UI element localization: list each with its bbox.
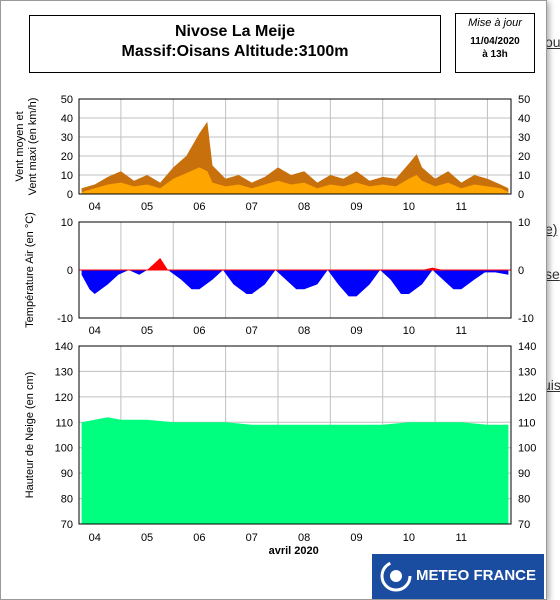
y-tick-label-left: 120 <box>55 392 73 404</box>
x-tick-label: 07 <box>246 532 258 544</box>
x-tick-label: 09 <box>350 532 362 544</box>
x-tick-label: 08 <box>298 201 310 213</box>
y-tick-label-left: 40 <box>61 113 73 125</box>
y-tick-label-right: 100 <box>518 443 536 455</box>
update-time: à 13h <box>482 49 508 60</box>
y-tick-label-right: 110 <box>518 417 536 429</box>
y-tick-label-left: 90 <box>61 468 73 480</box>
y-tick-label-right: 90 <box>518 468 530 480</box>
y-tick-label-right: 80 <box>518 494 530 506</box>
temperature-below-zero-area <box>81 270 509 297</box>
y-axis-label: Température Air (en °C) <box>24 212 36 328</box>
y-tick-label-right: -10 <box>518 313 534 325</box>
update-label: Mise à jour <box>468 17 522 29</box>
wind-mean-area <box>81 167 509 194</box>
station-location: Massif:Oisans Altitude:3100m <box>121 43 349 60</box>
y-tick-label-left: 30 <box>61 132 73 144</box>
y-tick-label-left: 140 <box>55 341 73 353</box>
station-title-box: Nivose La Meije Massif:Oisans Altitude:3… <box>29 15 441 73</box>
x-axis-label: avril 2020 <box>269 545 319 557</box>
update-date: 11/04/2020 <box>470 36 520 47</box>
x-tick-label: 06 <box>193 325 205 337</box>
y-tick-label-right: 10 <box>518 170 530 182</box>
nivose-report-popup: Nivose La Meije Massif:Oisans Altitude:3… <box>0 0 547 600</box>
y-tick-label-left: 10 <box>61 170 73 182</box>
meteo-france-logo: METEO FRANCE <box>372 554 544 599</box>
y-tick-label-right: 130 <box>518 366 536 378</box>
plot-frame <box>78 221 512 319</box>
plot-frame <box>78 98 512 195</box>
y-axis-label-line: Vent moyen et <box>14 111 26 181</box>
x-tick-label: 10 <box>403 325 415 337</box>
y-tick-label-right: 50 <box>518 94 530 106</box>
plot-frame <box>78 345 512 525</box>
x-tick-label: 05 <box>141 201 153 213</box>
x-tick-label: 04 <box>89 532 101 544</box>
y-tick-label-right: 120 <box>518 392 536 404</box>
x-tick-label: 04 <box>89 201 101 213</box>
x-tick-label: 10 <box>403 201 415 213</box>
y-tick-label-left: 100 <box>55 443 73 455</box>
y-axis-label: Hauteur de Neige (en cm) <box>24 372 36 499</box>
y-tick-label-left: 130 <box>55 366 73 378</box>
x-tick-label: 11 <box>456 325 467 337</box>
y-tick-label-right: 40 <box>518 113 530 125</box>
y-tick-label-left: 50 <box>61 94 73 106</box>
x-tick-label: 08 <box>298 532 310 544</box>
background-link[interactable]: e) <box>545 221 558 237</box>
y-tick-label-right: 0 <box>518 265 524 277</box>
background-link[interactable]: ou <box>545 34 560 50</box>
y-tick-label-right: 30 <box>518 132 530 144</box>
x-tick-label: 06 <box>193 532 205 544</box>
x-tick-label: 07 <box>246 201 258 213</box>
snow-depth-area <box>81 417 509 524</box>
x-tick-label: 06 <box>193 201 205 213</box>
x-tick-label: 11 <box>456 201 467 213</box>
y-tick-label-left: 10 <box>61 217 73 229</box>
y-tick-label-right: 140 <box>518 341 536 353</box>
x-tick-label: 04 <box>89 325 101 337</box>
y-tick-label-left: 20 <box>61 151 73 163</box>
x-tick-label: 09 <box>350 201 362 213</box>
weather-charts: 0 0 10 10 20 20 30 30 40 40 50 50 04 05 06 07 08 09 10 11 Ve… <box>14 94 536 557</box>
y-tick-label-left: 0 <box>67 265 73 277</box>
y-tick-label-right: 70 <box>518 519 530 531</box>
x-tick-label: 08 <box>298 325 310 337</box>
x-tick-label: 07 <box>246 325 258 337</box>
y-tick-label-right: 10 <box>518 217 530 229</box>
x-tick-label: 11 <box>456 532 467 544</box>
y-tick-label-right: 0 <box>518 189 524 201</box>
update-info-box: Mise à jour 11/04/2020 à 13h <box>455 13 535 73</box>
y-tick-label-left: -10 <box>57 313 73 325</box>
meteo-france-logo-icon <box>380 560 412 592</box>
logo-text: METEO FRANCE <box>416 567 536 584</box>
background-link[interactable]: se <box>545 266 560 282</box>
y-tick-label-left: 70 <box>61 519 73 531</box>
background-link[interactable]: uis <box>543 377 560 393</box>
y-tick-label-left: 80 <box>61 494 73 506</box>
x-tick-label: 05 <box>141 325 153 337</box>
y-tick-label-left: 110 <box>55 417 73 429</box>
y-axis-label-line: Vent maxi (en km/h) <box>27 98 39 196</box>
x-tick-label: 05 <box>141 532 153 544</box>
station-name: Nivose La Meije <box>174 23 296 40</box>
x-tick-label: 10 <box>403 532 415 544</box>
y-axis-label: Vent moyen etVent maxi (en km/h) <box>14 98 39 196</box>
y-tick-label-right: 20 <box>518 151 530 163</box>
y-tick-label-left: 0 <box>67 189 73 201</box>
x-tick-label: 09 <box>350 325 362 337</box>
